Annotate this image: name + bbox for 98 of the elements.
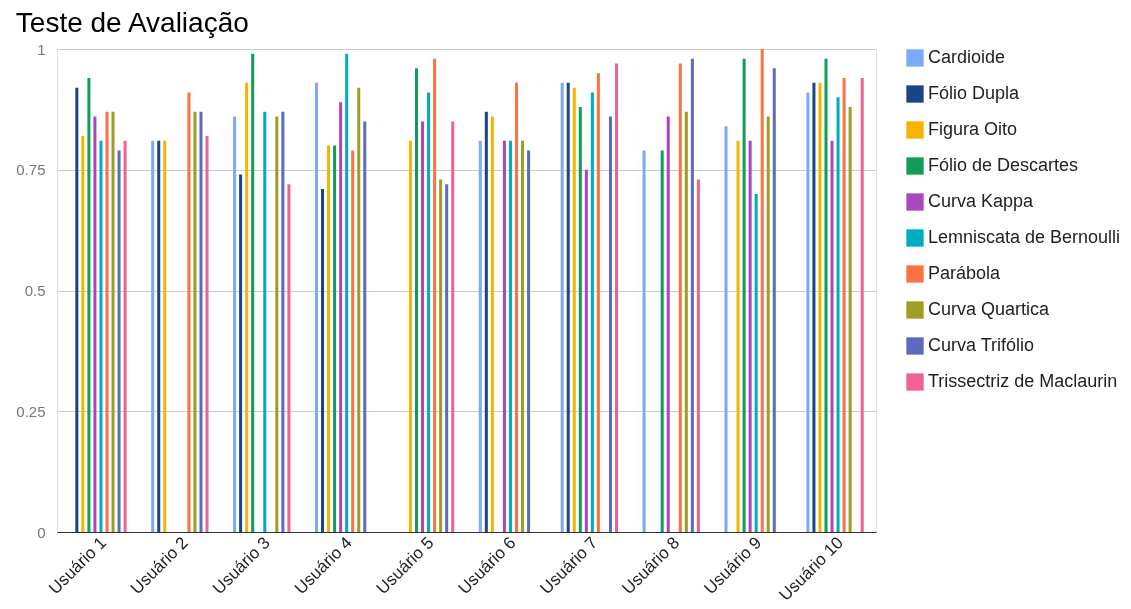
y-tick-label: 0.75: [16, 161, 46, 179]
bar: [314, 82, 318, 532]
bar: [830, 140, 834, 532]
bar: [818, 82, 822, 532]
y-tick-label: 0: [37, 523, 46, 541]
legend-label: Lemniscata de Bernoulli: [928, 227, 1121, 247]
bar: [584, 169, 588, 532]
bar: [742, 58, 746, 532]
bar: [860, 77, 864, 532]
bar: [123, 140, 127, 532]
bar: [812, 82, 816, 532]
y-tick-label: 0.25: [16, 402, 46, 420]
bar: [760, 49, 764, 532]
bar: [660, 150, 664, 532]
bar: [724, 126, 728, 532]
bar: [478, 140, 482, 532]
legend-label: Parábola: [928, 263, 1002, 283]
bar: [590, 92, 594, 532]
bar: [736, 140, 740, 532]
bar: [239, 174, 243, 532]
bar: [351, 150, 355, 532]
legend-label: Fólio Dupla: [928, 83, 1021, 103]
y-tick-label: 1: [37, 40, 46, 58]
bar: [93, 116, 97, 532]
bar: [117, 150, 121, 532]
bar: [490, 116, 494, 532]
bar: [205, 135, 209, 532]
bar: [521, 140, 525, 532]
bar: [281, 111, 285, 532]
bar: [514, 82, 519, 532]
bar: [806, 92, 810, 532]
bar: [596, 73, 600, 532]
bar: [421, 121, 425, 532]
bar: [439, 179, 443, 532]
bar: [193, 111, 197, 532]
bar: [187, 92, 191, 532]
bar: [666, 116, 670, 532]
bar: [433, 58, 437, 532]
bar: [333, 145, 337, 532]
bar: [766, 116, 770, 532]
bar: [615, 63, 619, 532]
bar: [572, 87, 576, 532]
bar: [772, 68, 776, 532]
bar: [684, 111, 688, 532]
bar: [842, 77, 846, 532]
bar: [527, 150, 531, 532]
bar: [690, 58, 694, 532]
bar: [642, 150, 646, 532]
bar: [848, 106, 852, 532]
bar: [484, 111, 488, 532]
bar: [233, 116, 237, 532]
bar: [199, 111, 203, 532]
bar: [75, 87, 79, 532]
bar: [263, 111, 267, 532]
bar: [99, 140, 103, 532]
bar: [414, 68, 419, 532]
legend-label: Curva Trifólio: [928, 335, 1035, 355]
bar: [696, 179, 700, 532]
bar: [111, 111, 115, 532]
bar: [836, 97, 840, 532]
bar: [608, 116, 612, 532]
bar: [151, 140, 155, 532]
bar: [363, 121, 367, 532]
bar: [451, 121, 455, 532]
bar: [502, 140, 506, 532]
bar: [427, 92, 431, 532]
bar: [357, 87, 361, 532]
bar: [345, 53, 349, 532]
bar: [327, 145, 331, 532]
bar: [251, 53, 255, 532]
bar: [578, 106, 582, 532]
bar: [275, 116, 279, 532]
legend-label: Curva Kappa: [928, 191, 1035, 211]
bar: [408, 140, 412, 532]
bar: [157, 140, 161, 532]
bar: [321, 189, 325, 532]
bar: [748, 140, 752, 532]
bar: [339, 102, 343, 532]
bar: [287, 184, 291, 532]
legend-label: Figura Oito: [928, 119, 1018, 139]
bar: [445, 184, 449, 532]
bar: [754, 193, 758, 532]
legend-label: Trissectriz de Maclaurin: [928, 371, 1118, 391]
y-tick-label: 0.5: [24, 282, 46, 299]
bar: [566, 82, 570, 532]
bar: [81, 135, 85, 532]
legend-label: Curva Quartica: [928, 299, 1051, 319]
bar: [824, 58, 828, 532]
legend-label: Fólio de Descartes: [928, 155, 1079, 175]
bar: [678, 63, 682, 532]
bar: [163, 140, 167, 532]
bar: [560, 82, 564, 532]
bar: [87, 77, 91, 532]
bar: [245, 82, 249, 532]
bar: [508, 140, 512, 532]
legend-label: Cardioide: [928, 47, 1006, 67]
chart-title: Teste de Avaliação: [15, 7, 249, 38]
bar: [105, 111, 109, 532]
